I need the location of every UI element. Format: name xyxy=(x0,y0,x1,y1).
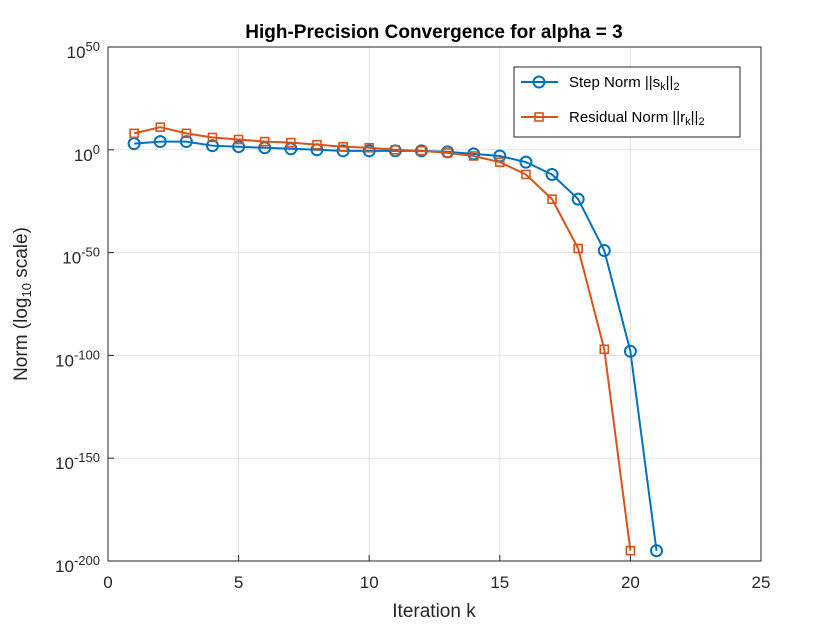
residual-norm-point xyxy=(129,128,139,139)
residual-norm-point xyxy=(390,145,401,155)
y-axis-label: Norm (log10 scale) xyxy=(11,227,34,381)
legend-step-pre: Step Norm ||s xyxy=(569,74,660,91)
x-axis-label: Iteration k xyxy=(392,601,476,622)
step-norm-point xyxy=(623,344,637,358)
step-norm-point xyxy=(153,135,167,149)
residual-norm-point xyxy=(259,136,270,147)
residual-norm-point xyxy=(312,139,322,150)
legend-residual-pre: Residual Norm ||r xyxy=(569,109,685,126)
step-norm-point xyxy=(362,144,376,158)
legend-residual-label: Residual Norm ||rk||2 xyxy=(569,109,705,128)
residual-norm-point xyxy=(599,344,610,355)
legend-residual-mid: || xyxy=(691,109,699,126)
residual-norm-point xyxy=(155,122,166,132)
residual-norm-point xyxy=(207,132,218,143)
x-tick-label: 20 xyxy=(621,573,640,592)
step-norm-point xyxy=(205,139,219,153)
legend-step-sub: k xyxy=(660,81,666,93)
x-tick-label: 0 xyxy=(103,573,112,592)
legend-box xyxy=(513,66,741,138)
residual-norm-point xyxy=(181,128,192,139)
residual-norm-point xyxy=(625,545,636,556)
legend-residual-sub2: 2 xyxy=(698,116,704,128)
step-norm-point xyxy=(650,544,664,558)
legend-residual-sub: k xyxy=(685,116,691,128)
step-norm-point xyxy=(179,135,193,149)
y-tick-label: 1050 xyxy=(67,39,100,62)
y-axis-label-tail: scale) xyxy=(11,227,32,283)
residual-norm-point xyxy=(416,146,427,156)
y-tick-label: 10-150 xyxy=(55,450,100,473)
x-tick-label: 10 xyxy=(360,573,379,592)
residual-norm-point xyxy=(573,243,583,254)
legend-step-label: Step Norm ||sk||2 xyxy=(569,74,680,93)
residual-norm-point xyxy=(468,151,479,161)
legend-step-marker xyxy=(532,75,546,89)
y-tick-label: 10-200 xyxy=(55,553,100,576)
residual-norm-point xyxy=(521,169,531,180)
residual-norm-point xyxy=(494,157,505,167)
step-norm-point xyxy=(519,155,533,169)
step-norm-point xyxy=(336,144,350,158)
residual-norm-point xyxy=(338,141,348,152)
residual-norm-point xyxy=(364,142,375,153)
residual-norm-point xyxy=(547,194,557,204)
step-norm-point xyxy=(545,167,559,181)
residual-norm-point xyxy=(286,137,296,148)
chart-title: High-Precision Convergence for alpha = 3 xyxy=(245,22,622,43)
y-axis-label-sub: 10 xyxy=(19,283,34,297)
x-tick-label: 5 xyxy=(234,573,243,592)
x-tick-label: 15 xyxy=(490,573,509,592)
step-norm-point xyxy=(571,192,585,206)
legend-step-sub2: 2 xyxy=(673,81,679,93)
step-norm-point xyxy=(232,140,246,154)
series-line-step-norm xyxy=(134,140,658,551)
step-norm-point xyxy=(597,244,611,258)
y-tick-label: 100 xyxy=(74,142,100,165)
ticks: 0 5 10 15 20 25 1050 100 10-50 10-100 10-150 10-200 xyxy=(55,39,770,592)
y-tick-label: 10-100 xyxy=(55,347,100,370)
axes-box xyxy=(107,46,762,562)
residual-norm-point xyxy=(233,134,244,145)
series-layer xyxy=(127,122,664,558)
legend-step-mid: || xyxy=(666,74,674,91)
legend-residual-marker xyxy=(534,112,544,122)
y-tick-label: 10-50 xyxy=(62,244,100,267)
y-axis-label-base: Norm (log xyxy=(11,298,32,381)
legend: Step Norm ||sk||2 Residual Norm ||rk||2 xyxy=(513,66,741,138)
residual-norm-point xyxy=(442,148,453,158)
x-tick-label: 25 xyxy=(752,573,771,592)
